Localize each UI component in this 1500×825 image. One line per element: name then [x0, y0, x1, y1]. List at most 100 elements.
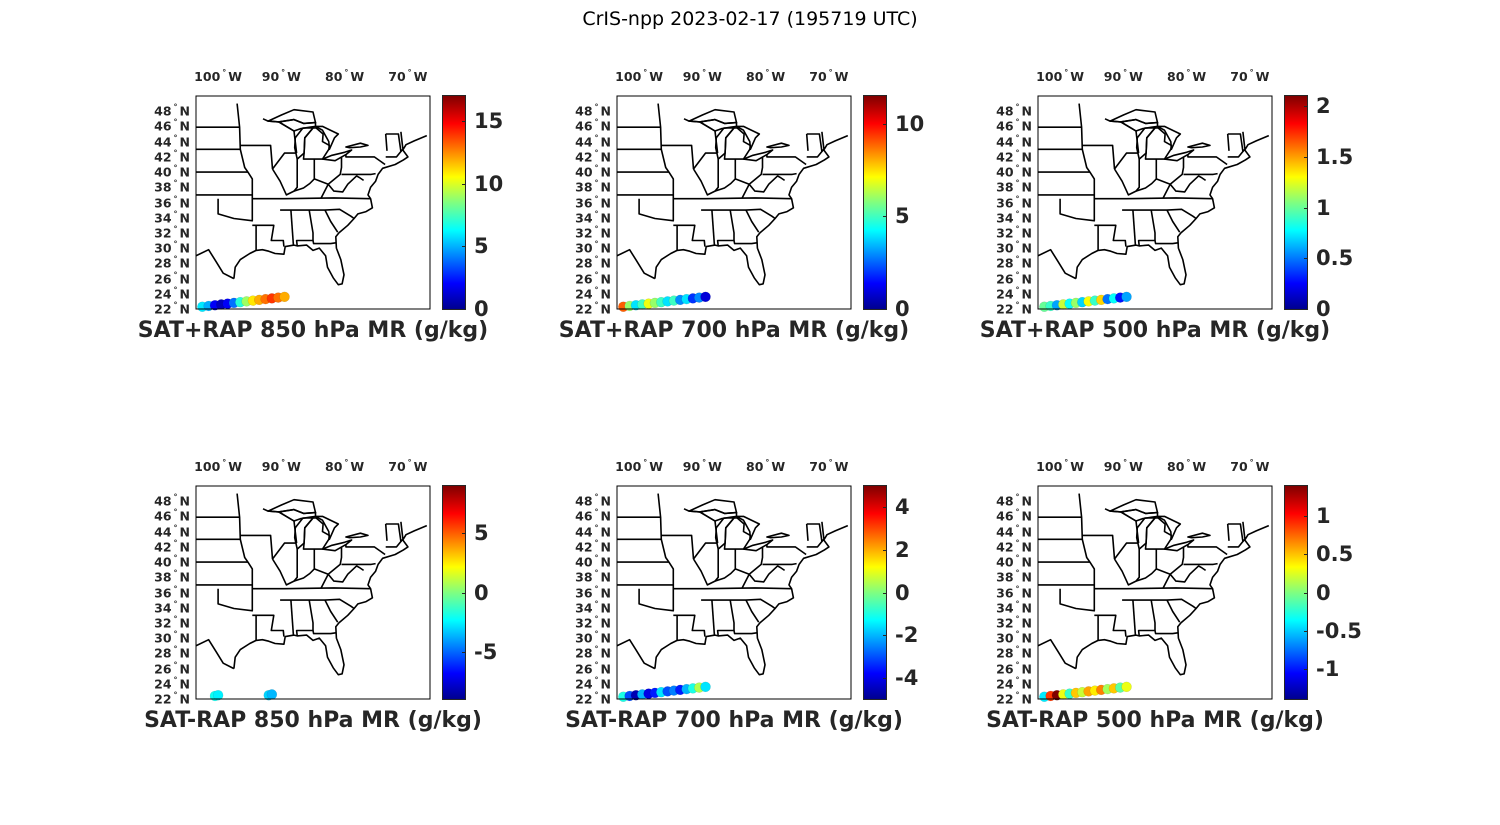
lat-tick-label: 34 ° N — [575, 209, 611, 226]
state-border — [716, 599, 735, 636]
state-border — [385, 133, 402, 158]
state-border — [1226, 133, 1230, 151]
map-frame — [1037, 485, 1273, 700]
lat-tick-label: 24 ° N — [154, 675, 190, 692]
state-border — [252, 224, 285, 247]
lat-tick-label: 46 ° N — [575, 507, 611, 524]
lat-tick-label: 46 ° N — [154, 507, 190, 524]
lat-tick-label: 42 ° N — [575, 538, 611, 555]
lat-tick-label: 22 ° N — [154, 300, 190, 317]
state-border — [1187, 544, 1228, 556]
great-lake — [735, 125, 761, 151]
colorbar-tick-label: 4 — [895, 495, 910, 520]
lat-tick-label: 44 ° N — [575, 523, 611, 540]
map-panel-1: 100 ° W 90 ° W 80 ° W 70 ° W 48 ° N 46 ° N 44 ° N 42 ° N 40 ° N 38 °… — [138, 68, 526, 386]
state-border — [271, 152, 297, 170]
colorbar-tick-label: 0 — [1316, 580, 1331, 605]
colorbar-tick-mark — [462, 533, 466, 535]
michigan-outline — [1144, 517, 1173, 550]
great-lake — [1135, 517, 1156, 550]
lat-tick-label: 26 ° N — [575, 660, 611, 677]
state-border — [1038, 248, 1077, 280]
lon-tick-label: 80 ° W — [746, 68, 786, 84]
state-border — [1113, 152, 1139, 170]
lat-tick-label: 44 ° N — [154, 523, 190, 540]
lon-tick-label: 70 ° W — [388, 458, 428, 474]
colorbar-tick-label: 0.5 — [1316, 542, 1354, 567]
state-boundaries — [196, 493, 428, 676]
lat-tick-label: 40 ° N — [575, 553, 611, 570]
state-border — [1166, 209, 1181, 233]
state-border — [1242, 537, 1247, 543]
state-border — [741, 573, 750, 589]
colorbar-tick-label: 15 — [474, 109, 504, 134]
state-border — [400, 147, 405, 153]
colorbar-tick-label: -4 — [895, 665, 919, 690]
state-border — [324, 599, 339, 623]
state-border — [1137, 209, 1156, 246]
state-boundaries — [617, 103, 849, 286]
map-panel-6: 100 ° W 90 ° W 80 ° W 70 ° W 48 ° N 46 ° N 44 ° N 42 ° N 40 ° N 38 °… — [986, 458, 1368, 776]
state-border — [1113, 549, 1140, 586]
michigan-outline — [723, 517, 752, 550]
lat-tick-label: 26 ° N — [996, 660, 1032, 677]
state-border — [617, 248, 656, 280]
lat-tick-label: 26 ° N — [996, 270, 1032, 287]
state-border — [701, 598, 776, 610]
state-border — [1169, 565, 1207, 583]
coastline — [233, 524, 428, 676]
state-border — [806, 523, 823, 548]
coastline — [654, 134, 849, 286]
state-border — [735, 156, 764, 185]
lat-tick-label: 22 ° N — [154, 690, 190, 707]
lat-tick-label: 28 ° N — [575, 254, 611, 271]
data-points — [209, 689, 278, 702]
lat-tick-label: 36 ° N — [575, 584, 611, 600]
lat-tick-label: 24 ° N — [996, 285, 1032, 302]
state-border — [748, 565, 786, 583]
state-border — [1122, 598, 1197, 610]
great-lake — [766, 532, 790, 539]
state-border — [1183, 172, 1218, 176]
state-border — [1113, 159, 1140, 196]
state-border — [314, 156, 343, 185]
lat-tick-label: 48 ° N — [996, 102, 1032, 119]
lon-tick-label: 90 ° W — [1103, 458, 1143, 474]
great-lake — [267, 108, 317, 125]
great-lake — [1135, 127, 1156, 160]
state-border — [1226, 523, 1230, 541]
state-border — [661, 534, 695, 560]
panel-title: SAT-RAP 500 hPa MR (g/kg) — [986, 708, 1324, 733]
lat-tick-label: 34 ° N — [154, 209, 190, 226]
lat-tick-label: 30 ° N — [575, 239, 611, 256]
coastline — [1075, 134, 1270, 286]
lat-tick-label: 44 ° N — [996, 133, 1032, 150]
state-border — [217, 588, 253, 612]
lon-tick-label: 100 ° W — [615, 68, 664, 84]
state-border — [673, 224, 706, 247]
lat-tick-label: 42 ° N — [996, 148, 1032, 165]
state-boundaries — [196, 103, 428, 286]
colorbar-tick-label: 1 — [1316, 195, 1331, 220]
colorbar-tick-mark — [883, 635, 887, 637]
state-border — [1038, 638, 1077, 670]
state-border — [1094, 614, 1127, 637]
state-border — [385, 523, 402, 548]
panel-title: SAT+RAP 850 hPa MR (g/kg) — [137, 318, 489, 343]
state-border — [341, 172, 376, 176]
lat-tick-label: 24 ° N — [575, 285, 611, 302]
colorbar-tick-mark — [462, 246, 466, 248]
colorbar-tick-label: 0 — [1316, 297, 1331, 321]
lat-tick-label: 26 ° N — [154, 270, 190, 287]
great-lake — [321, 539, 353, 552]
state-border — [701, 208, 776, 220]
lat-tick-label: 42 ° N — [575, 148, 611, 165]
great-lake — [714, 127, 735, 160]
lat-tick-label: 44 ° N — [575, 133, 611, 150]
lat-tick-label: 24 ° N — [996, 675, 1032, 692]
colorbar-tick-label: 0 — [474, 580, 489, 605]
state-border — [400, 521, 404, 539]
colorbar-tick-label: 5 — [474, 234, 489, 259]
colorbar-tick-mark — [1304, 156, 1308, 158]
map-frame — [195, 95, 431, 310]
